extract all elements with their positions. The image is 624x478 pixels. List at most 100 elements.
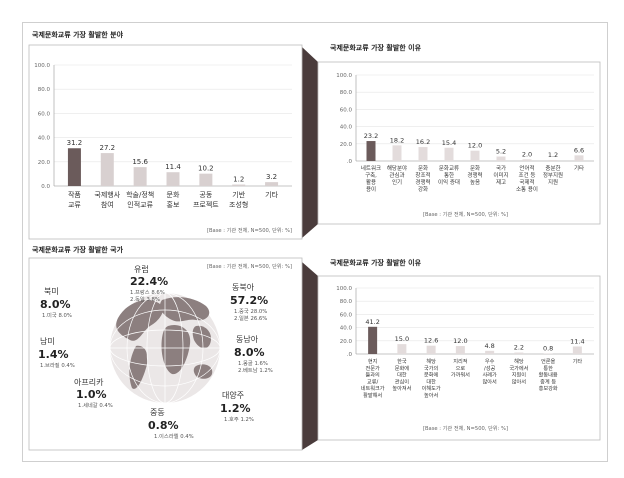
category-label: 들과의 [365, 371, 380, 379]
region-north-america-name: 북미 [44, 287, 59, 296]
category-label: 네트워크 [361, 164, 381, 172]
category-label: 이해도가 [422, 384, 441, 392]
category-label: 대한 [426, 377, 436, 385]
y-tick-label: 20.0 [340, 339, 353, 345]
bar [485, 350, 495, 354]
region-northeast-asia-value: 57.2% [230, 294, 268, 307]
region-southeast-asia-value: 8.0% [234, 346, 265, 359]
category-label: /성공 [484, 364, 496, 372]
y-tick-label: 80.0 [38, 87, 51, 93]
category-label: 해당 [514, 357, 524, 365]
region-oceania-name: 대양주 [222, 391, 244, 400]
category-label: 홍보 [167, 200, 180, 209]
bar [496, 156, 506, 161]
bar-value-label: 41.2 [365, 318, 379, 326]
bar [199, 173, 213, 186]
category-label: 해당 [426, 357, 436, 365]
fields-base-note: [Base : 기관 전체, N=500, 단위: %] [207, 226, 292, 234]
region-oceania-value: 1.2% [220, 402, 251, 415]
bar-value-label: 27.2 [99, 144, 115, 152]
region-north-america-detail-1: 1.미국 8.0% [42, 311, 72, 319]
bar [265, 182, 279, 186]
bar [470, 150, 480, 161]
category-label: 기타 [574, 164, 584, 172]
countries-base-note: [Base : 기관 전체, N=500, 단위: %] [207, 262, 292, 270]
category-label: 문화 [167, 191, 180, 199]
category-label: 통한 [543, 365, 553, 372]
region-southeast-asia-detail-1: 1.몽골 1.6% [238, 360, 268, 367]
y-tick-label: 80.0 [340, 299, 353, 305]
category-label: 문화에 [395, 364, 410, 372]
y-tick-label: 0.0 [41, 184, 50, 190]
category-label: 강화 [418, 186, 428, 193]
category-label: 지원 [548, 178, 558, 186]
category-label: 경쟁력 [467, 171, 482, 179]
region-north-america: 북미 8.0% 1.미국 8.0% [40, 287, 72, 319]
region-southeast-asia-name: 동남아 [236, 334, 259, 344]
world-globe [109, 292, 221, 404]
category-label: 홍보강화 [539, 384, 558, 392]
bar [522, 159, 532, 161]
bar-value-label: 11.4 [165, 163, 181, 171]
category-label: 중계 등 [540, 377, 556, 385]
reasons-bottom-base-note: [Base : 기관 전체, N=500, 단위: %] [423, 424, 508, 432]
y-tick-label: 60.0 [340, 312, 353, 318]
bar-value-label: 15.0 [395, 335, 409, 343]
category-label: 문화교류 [439, 165, 459, 172]
region-south-america: 남미 1.4% 1.브라질 0.4% [38, 337, 75, 369]
region-north-america-value: 8.0% [40, 298, 71, 311]
category-label: 언론을 [541, 358, 556, 365]
region-south-america-name: 남미 [40, 337, 55, 346]
region-northeast-asia-detail-2: 2.일본 26.6% [234, 314, 267, 322]
y-tick-label: 40.0 [340, 326, 353, 332]
category-label: 현지 [368, 357, 378, 365]
bar-value-label: 1.2 [233, 176, 244, 184]
y-tick-label: .0 [347, 352, 353, 358]
category-label: 지원이 [512, 371, 527, 379]
region-northeast-asia-detail-1: 1.중국 28.0% [234, 308, 267, 315]
category-label: 대한 [397, 371, 407, 379]
category-label: 국가 [496, 164, 506, 172]
category-label: 국가의 [424, 364, 439, 372]
bar [418, 147, 428, 161]
region-northeast-asia-name: 동북아 [232, 282, 255, 292]
reasons-bottom-bar-chart: .0 20.0 40.0 60.0 80.0 100.0 41.2 현지전문가들과의교류/네트… [336, 286, 594, 399]
category-label: 가까워서 [451, 371, 470, 379]
bar-value-label: 4.8 [484, 342, 494, 350]
region-europe: 유럽 22.4% 1.프랑스 8.6% 2.독일 3.8% [130, 265, 168, 303]
y-tick-label: 60.0 [340, 107, 353, 113]
category-label: 용이 [366, 185, 376, 193]
category-label: 교류/ [367, 378, 379, 385]
y-tick-label: 100.0 [336, 286, 352, 292]
y-tick-label: 100.0 [34, 63, 50, 69]
bar-value-label: 6.6 [574, 146, 584, 154]
category-label: 통한 [444, 172, 454, 179]
category-label: 국가에서 [509, 364, 528, 372]
bar [543, 353, 553, 354]
y-tick-label: 60.0 [38, 111, 51, 117]
bar-value-label: 11.4 [570, 337, 584, 345]
region-africa-detail-1: 1.세네갈 0.4% [78, 401, 113, 409]
y-tick-label: 40.0 [340, 125, 353, 131]
category-label: 경쟁력 [415, 178, 430, 186]
bar-value-label: 23.2 [364, 132, 378, 140]
category-label: 작품 [68, 190, 81, 199]
bar [392, 145, 402, 161]
bar [232, 184, 246, 186]
bar [514, 352, 524, 354]
category-label: 활용 [366, 178, 376, 186]
bar-value-label: 18.2 [390, 136, 404, 144]
y-tick-label: .0 [347, 159, 353, 165]
reasons-top-title: 국제문화교류 가장 활발한 이유 [330, 44, 422, 52]
bar [444, 147, 454, 161]
reasons-top-box [317, 61, 601, 225]
region-middle-east-detail-1: 1.이스라엘 0.4% [154, 432, 194, 440]
category-label: 네트워크가 [361, 384, 385, 392]
category-label: 언어적 [519, 164, 534, 172]
bar [366, 141, 376, 161]
land-americas-north [116, 300, 163, 341]
land-eurasia [159, 297, 210, 322]
bar [574, 155, 584, 161]
fields-title: 국제문화교류 가장 활발한 분야 [32, 31, 124, 39]
